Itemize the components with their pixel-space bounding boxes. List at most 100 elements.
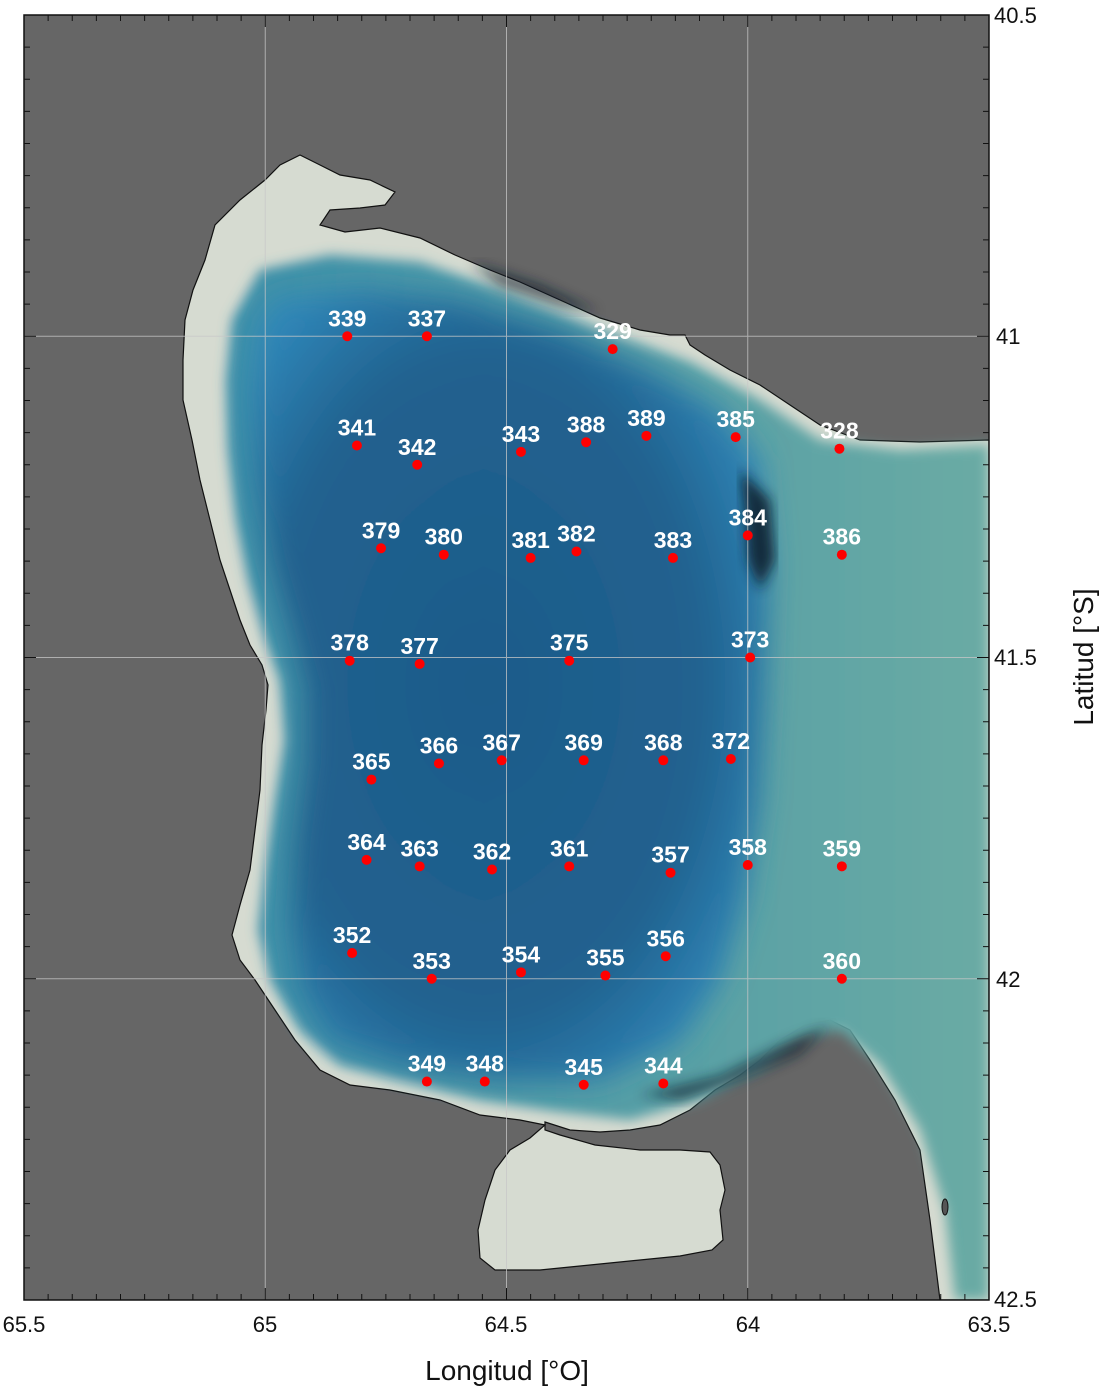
station-marker[interactable]: 365 — [352, 749, 391, 785]
station-dot[interactable] — [376, 543, 387, 554]
station-dot[interactable] — [742, 860, 753, 871]
station-marker[interactable]: 337 — [408, 305, 446, 342]
station-dot[interactable] — [834, 443, 845, 454]
station-marker[interactable]: 349 — [408, 1051, 446, 1087]
station-marker[interactable]: 389 — [627, 405, 666, 441]
station-dot[interactable] — [600, 970, 611, 981]
station-dot[interactable] — [351, 440, 362, 451]
station-dot[interactable] — [641, 430, 652, 441]
station-marker[interactable]: 354 — [502, 941, 541, 978]
station-marker[interactable]: 357 — [651, 842, 690, 878]
station-label: 366 — [420, 733, 458, 759]
station-dot[interactable] — [515, 967, 526, 978]
station-marker[interactable]: 378 — [331, 630, 370, 666]
station-dot[interactable] — [658, 1078, 669, 1089]
station-dot[interactable] — [667, 552, 678, 563]
station-dot[interactable] — [836, 549, 847, 560]
station-marker[interactable]: 367 — [482, 729, 521, 766]
station-dot[interactable] — [665, 867, 676, 878]
station-marker[interactable]: 352 — [333, 922, 371, 959]
station-dot[interactable] — [421, 331, 432, 342]
station-label: 380 — [425, 524, 463, 550]
station-dot[interactable] — [581, 437, 592, 448]
station-dot[interactable] — [438, 549, 449, 560]
station-dot[interactable] — [525, 552, 536, 563]
station-marker[interactable]: 345 — [565, 1054, 604, 1090]
station-marker[interactable]: 388 — [567, 411, 606, 448]
station-marker[interactable]: 385 — [717, 406, 756, 443]
station-marker[interactable]: 384 — [729, 504, 768, 541]
station-dot[interactable] — [658, 755, 669, 766]
station-dot[interactable] — [421, 1076, 432, 1087]
station-dot[interactable] — [433, 758, 444, 769]
station-dot[interactable] — [515, 446, 526, 457]
station-dot[interactable] — [487, 864, 498, 875]
station-dot[interactable] — [836, 861, 847, 872]
station-dot[interactable] — [578, 1079, 589, 1090]
station-dot[interactable] — [660, 951, 671, 962]
station-dot[interactable] — [730, 432, 741, 443]
north-coast-shadow — [470, 262, 600, 312]
station-marker[interactable]: 343 — [502, 421, 540, 457]
station-dot[interactable] — [479, 1076, 490, 1087]
station-dot[interactable] — [414, 861, 425, 872]
station-label: 378 — [331, 630, 370, 656]
station-marker[interactable]: 362 — [473, 839, 511, 875]
station-label: 358 — [729, 834, 768, 860]
station-marker[interactable]: 344 — [644, 1052, 683, 1089]
station-marker[interactable]: 355 — [586, 945, 625, 981]
station-marker[interactable]: 380 — [425, 524, 463, 560]
station-marker[interactable]: 364 — [347, 829, 386, 865]
station-dot[interactable] — [571, 546, 582, 557]
station-dot[interactable] — [564, 655, 575, 666]
station-marker[interactable]: 358 — [729, 834, 768, 871]
station-marker[interactable]: 386 — [823, 524, 861, 560]
station-marker[interactable]: 383 — [654, 527, 692, 563]
station-dot[interactable] — [607, 344, 618, 355]
station-dot[interactable] — [344, 655, 355, 666]
station-dot[interactable] — [347, 948, 358, 959]
station-marker[interactable]: 360 — [823, 948, 861, 984]
station-marker[interactable]: 379 — [362, 517, 400, 554]
deep-basin — [250, 290, 770, 1080]
station-dot[interactable] — [745, 652, 756, 663]
station-marker[interactable]: 366 — [420, 733, 458, 769]
station-label: 353 — [413, 948, 451, 974]
station-marker[interactable]: 348 — [466, 1051, 505, 1087]
station-marker[interactable]: 369 — [565, 729, 603, 766]
station-marker[interactable]: 342 — [398, 434, 436, 470]
x-tick-labels: 65.5 65 64.5 64 63.5 — [3, 1312, 1011, 1337]
station-marker[interactable]: 381 — [511, 527, 550, 563]
station-marker[interactable]: 377 — [400, 633, 439, 669]
station-marker[interactable]: 328 — [820, 418, 859, 454]
station-dot[interactable] — [342, 331, 353, 342]
station-dot[interactable] — [578, 755, 589, 766]
station-dot[interactable] — [366, 774, 377, 785]
station-marker[interactable]: 339 — [328, 305, 366, 342]
south-coast-shadow — [640, 1025, 830, 1100]
station-dot[interactable] — [496, 755, 507, 766]
station-dot[interactable] — [836, 973, 847, 984]
station-dot[interactable] — [361, 854, 372, 865]
station-label: 364 — [347, 829, 386, 855]
station-marker[interactable]: 356 — [647, 925, 685, 962]
station-marker[interactable]: 341 — [338, 414, 377, 451]
station-marker[interactable]: 368 — [644, 729, 683, 766]
station-dot[interactable] — [564, 861, 575, 872]
station-dot[interactable] — [742, 530, 753, 541]
station-marker[interactable]: 353 — [413, 948, 451, 984]
station-marker[interactable]: 329 — [593, 318, 632, 355]
station-marker[interactable]: 363 — [400, 835, 439, 872]
station-marker[interactable]: 372 — [712, 728, 750, 765]
station-dot[interactable] — [725, 754, 736, 765]
station-marker[interactable]: 373 — [731, 627, 769, 663]
station-dot[interactable] — [426, 973, 437, 984]
station-label: 369 — [565, 729, 603, 755]
station-dot[interactable] — [412, 459, 423, 470]
station-dot[interactable] — [414, 658, 425, 669]
station-label: 341 — [338, 414, 377, 440]
station-marker[interactable]: 361 — [550, 835, 589, 872]
station-marker[interactable]: 375 — [550, 630, 589, 666]
station-marker[interactable]: 359 — [823, 835, 861, 872]
station-marker[interactable]: 382 — [557, 520, 596, 557]
